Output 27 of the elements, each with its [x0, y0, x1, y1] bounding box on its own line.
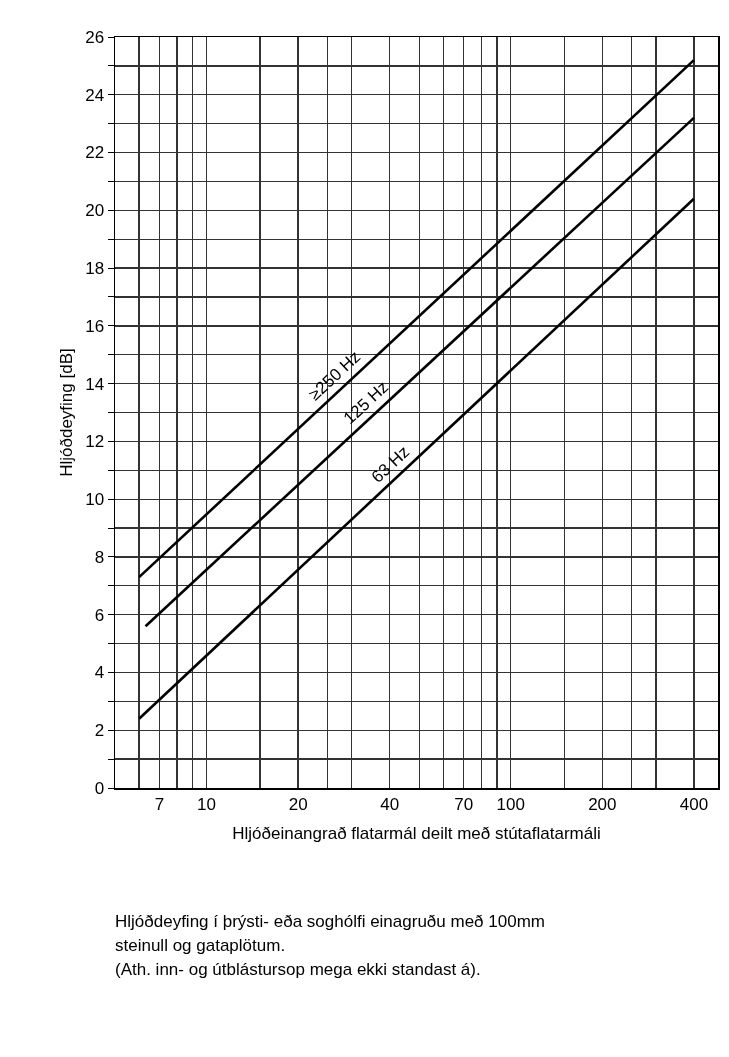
- x-tick-label: 10: [197, 794, 217, 814]
- text: (Ath. inn- og útblástursop mega ekki standast á).: [115, 958, 482, 981]
- x-tick-label: 40: [380, 794, 400, 814]
- y-tick-label: 26: [85, 27, 105, 47]
- y-tick-label: 14: [85, 374, 105, 394]
- y-tick-label: 18: [85, 259, 105, 279]
- y-tick-label: 22: [85, 143, 105, 163]
- y-tick-label: 4: [94, 663, 105, 683]
- y-tick-label: 2: [94, 721, 105, 741]
- y-tick-label: 12: [85, 432, 105, 452]
- x-tick-label: 200: [588, 794, 617, 814]
- x-tick-label: 100: [496, 794, 525, 814]
- text: Hljóðdeyfing í þrýsti- eða soghólfi einagruðu með 100mm steinull og gataplötum.: [115, 911, 546, 957]
- y-axis-title: Hljóðdeyfing [dB]: [56, 348, 76, 477]
- y-tick-label: 10: [85, 490, 105, 510]
- y-tick-label: 20: [85, 201, 105, 221]
- y-tick-label: 0: [94, 778, 105, 798]
- x-tick-label: 7: [154, 794, 165, 814]
- x-tick-label: 20: [288, 794, 308, 814]
- y-tick-label: 24: [85, 85, 105, 105]
- x-tick-label: 400: [679, 794, 709, 814]
- text: 63 Hz: [367, 442, 414, 487]
- y-tick-label: 16: [85, 316, 105, 336]
- x-axis-title: Hljóðeinangrað flatarmál deilt með stútaflatarmáli: [232, 824, 601, 844]
- y-tick-label: 6: [94, 605, 105, 625]
- x-tick-label: 70: [454, 794, 474, 814]
- y-tick-label: 8: [94, 547, 105, 567]
